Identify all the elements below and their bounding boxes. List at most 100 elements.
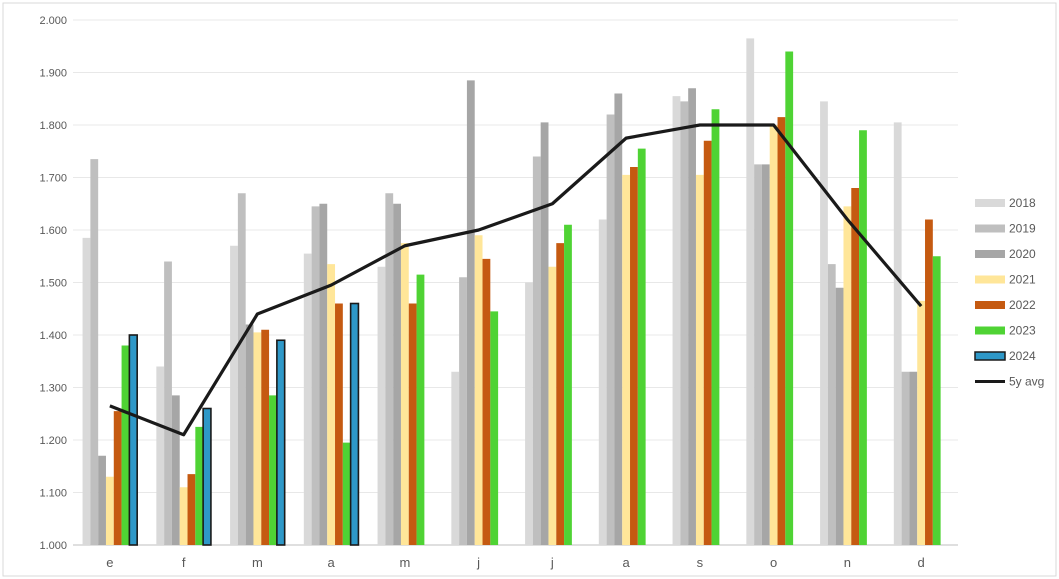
- bar-2018-s: [672, 96, 681, 545]
- bar-2022-m: [261, 329, 270, 545]
- bar-2019-m: [237, 193, 246, 545]
- bar-2019-n: [827, 264, 836, 545]
- bar-2019-f: [164, 261, 172, 545]
- bar-2020-f: [171, 395, 180, 545]
- x-tick-label: m: [399, 555, 410, 570]
- bar-2021-a: [622, 174, 631, 545]
- x-tick-label: a: [623, 555, 631, 570]
- y-tick-label: 2.000: [39, 15, 67, 27]
- x-tick-label: m: [252, 555, 263, 570]
- x-tick-label: j: [476, 555, 480, 570]
- bar-2024-e: [128, 334, 138, 546]
- legend-swatch: [975, 250, 1005, 258]
- bar-2018-j: [451, 371, 460, 545]
- x-tick-label: n: [844, 555, 851, 570]
- bar-2022-f: [187, 474, 196, 545]
- bar-2018-a: [303, 253, 312, 545]
- bar-2018-m: [377, 266, 386, 545]
- bar-2022-a: [630, 167, 638, 545]
- bar-2024-f: [202, 407, 212, 546]
- bar-2019-j: [532, 156, 541, 545]
- bar-2021-f: [179, 487, 188, 545]
- bar-2022-m: [408, 303, 417, 545]
- bar-2022-j: [556, 243, 565, 545]
- bar-2023-m: [416, 274, 425, 545]
- bar-2019-s: [680, 101, 689, 545]
- x-tick-label: d: [918, 555, 925, 570]
- bar-2023-e: [121, 345, 130, 545]
- legend-swatch: [975, 301, 1005, 309]
- y-tick-label: 1.900: [39, 68, 67, 80]
- bar-2023-f: [195, 426, 204, 545]
- bar-2020-j: [540, 122, 549, 545]
- legend-label: 2018: [1009, 196, 1036, 210]
- bar-2020-e: [98, 455, 106, 545]
- y-axis: 1.000 1.100 1.200 1.300 1.400 1.500 1.600 1.700…: [39, 15, 67, 552]
- bar-2020-m: [245, 324, 254, 545]
- bar-2020-a: [614, 93, 623, 545]
- x-tick-label: o: [770, 555, 777, 570]
- y-tick-label: 1.800: [39, 120, 67, 132]
- gridlines: [73, 19, 958, 546]
- bar-2020-m: [393, 203, 401, 545]
- bar-2019-e: [90, 159, 99, 545]
- bar-2019-a: [311, 206, 320, 545]
- legend-item-5y avg: 5y avg: [975, 375, 1044, 389]
- bar-2018-d: [893, 122, 902, 545]
- legend-swatch: [975, 326, 1005, 335]
- legend-item-2021: 2021: [975, 273, 1036, 287]
- legend-item-2022: 2022: [975, 298, 1036, 312]
- bar-2024-a: [349, 302, 360, 546]
- y-tick-label: 1.600: [39, 225, 67, 237]
- bar-2021-n: [843, 206, 852, 545]
- legend-item-2018: 2018: [975, 196, 1036, 210]
- bar-2020-d: [909, 371, 918, 545]
- bar-2021-a: [327, 264, 336, 545]
- bar-2023-n: [859, 130, 867, 545]
- bar-2021-j: [474, 235, 483, 545]
- bar-2022-d: [925, 219, 933, 545]
- bar-2023-a: [342, 442, 351, 545]
- legend-label: 2020: [1009, 247, 1036, 261]
- y-tick-label: 1.400: [39, 330, 67, 342]
- bar-2018-m: [230, 245, 238, 545]
- bar-2021-m: [253, 332, 262, 545]
- bar-2021-j: [548, 266, 557, 545]
- bar-2022-a: [335, 303, 343, 545]
- bar-2021-s: [695, 174, 704, 545]
- bar-2021-d: [917, 300, 926, 545]
- legend-label: 2024: [1009, 349, 1036, 363]
- y-tick-label: 1.700: [39, 173, 67, 185]
- legend-label: 2021: [1009, 273, 1036, 287]
- legend-item-2019: 2019: [975, 222, 1036, 236]
- line-series-avg: [109, 123, 923, 437]
- bar-2023-s: [711, 109, 720, 545]
- legend: 2018 2019 2020 2021 2022 2023 2024 5y avg: [974, 196, 1044, 389]
- bar-2019-o: [754, 164, 762, 545]
- bar-2022-o: [777, 117, 786, 545]
- bar-2018-e: [82, 237, 91, 545]
- bar-2022-n: [851, 188, 860, 545]
- legend-label: 5y avg: [1009, 375, 1044, 389]
- bar-2023-o: [785, 51, 794, 545]
- legend-swatch: [975, 275, 1005, 284]
- bar-2022-j: [482, 258, 491, 545]
- bar-2021-e: [105, 476, 114, 545]
- y-tick-label: 1.100: [39, 488, 67, 500]
- bar-2022-s: [703, 140, 712, 545]
- legend-label: 2022: [1009, 298, 1036, 312]
- bar-2024-m: [276, 339, 286, 546]
- bar-2020-a: [319, 203, 328, 545]
- bar-2023-m: [269, 395, 277, 545]
- bar-2018-o: [746, 38, 755, 545]
- bar-2018-a: [598, 219, 607, 545]
- x-tick-label: a: [328, 555, 336, 570]
- legend-swatch: [975, 224, 1005, 233]
- bar-2020-j: [466, 80, 475, 545]
- x-tick-label: e: [106, 555, 113, 570]
- bar-2018-f: [156, 366, 165, 545]
- x-tick-label: j: [550, 555, 554, 570]
- bar-2019-d: [901, 371, 910, 545]
